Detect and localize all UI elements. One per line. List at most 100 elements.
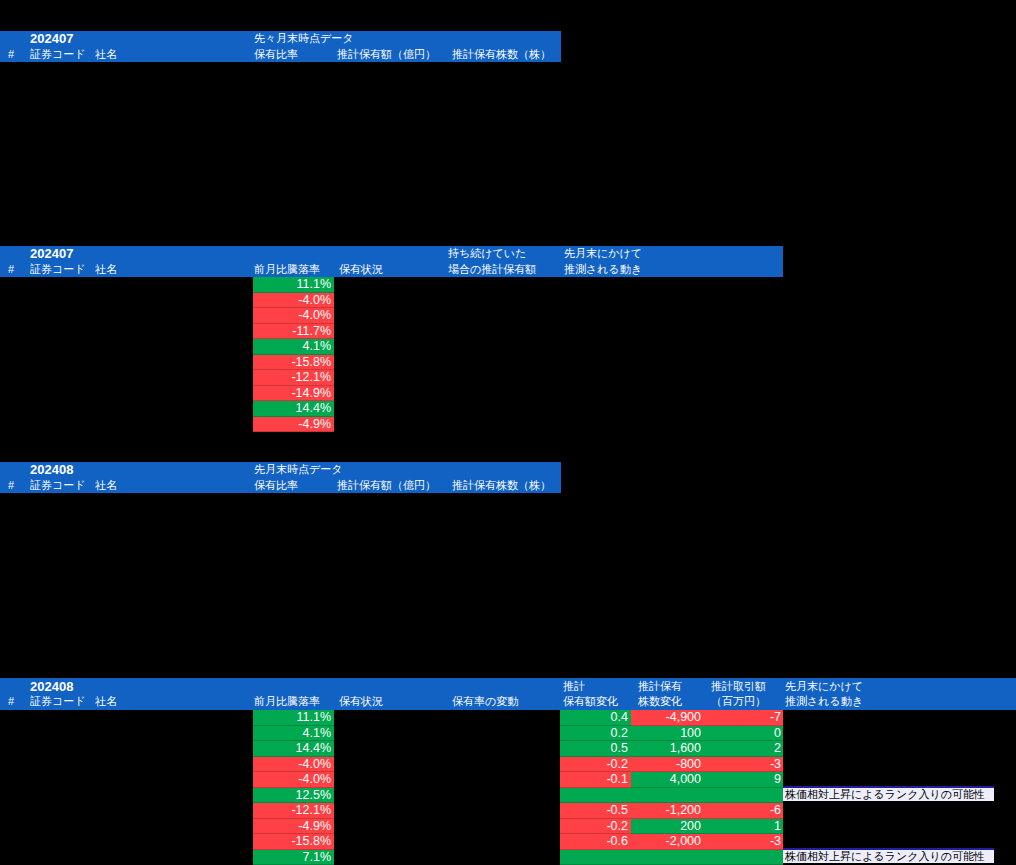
col-header-ratio: 保有比率 (254, 47, 298, 63)
holding-shares-change-cell[interactable]: -2,000 (631, 834, 707, 850)
holding-amount-change-cell[interactable]: -0.2 (560, 819, 631, 835)
col-header-amount: 推計保有額（億円） (337, 47, 436, 63)
change-rate-cell[interactable]: 12.5% (253, 788, 334, 804)
change-rate-cell[interactable]: -15.8% (253, 355, 334, 371)
trade-value-cell[interactable]: -3 (707, 834, 783, 850)
change-rate-cell[interactable]: -4.9% (253, 417, 334, 433)
period-label: 202407 (30, 31, 73, 47)
col-header-name: 社名 (95, 262, 117, 278)
col-header-amount-line2: 保有額変化 (563, 694, 618, 710)
holding-amount-change-cell[interactable]: -0.1 (560, 772, 631, 788)
trade-value-cell[interactable] (707, 788, 783, 804)
holding-amount-change-cell[interactable]: 0.2 (560, 726, 631, 742)
col-header-ratio-change: 保有率の変動 (452, 694, 518, 710)
col-header-move-line1: 先月末にかけて (564, 246, 642, 262)
spreadsheet-report: 202407 先々月末時点データ # 証券コード 社名 保有比率 推計保有額（億… (0, 0, 1016, 865)
col-header-num: # (8, 694, 14, 710)
change-rate-cell[interactable]: -4.0% (253, 757, 334, 773)
change-rate-cell[interactable]: -4.0% (253, 308, 334, 324)
change-rate-cell[interactable]: 4.1% (253, 339, 334, 355)
holding-amount-change-cell[interactable]: 0.5 (560, 741, 631, 757)
table-202408-change-header: 202408 推計 推計保有 推計取引額 先月末にかけて # 証券コード 社名 … (0, 678, 1016, 710)
change-rate-cell[interactable]: -15.8% (253, 834, 334, 850)
col-header-ratio: 保有比率 (254, 478, 298, 494)
snapshot-subtitle: 先々月末時点データ (254, 31, 354, 47)
col-header-hold-line2: 場合の推計保有額 (448, 262, 536, 278)
holding-shares-change-cell[interactable]: 200 (631, 819, 707, 835)
col-header-code: 証券コード (30, 694, 86, 710)
holding-shares-change-cell[interactable]: 100 (631, 726, 707, 742)
change-rate-cell[interactable]: 4.1% (253, 726, 334, 742)
period-label: 202408 (30, 679, 73, 695)
change-rate-cell[interactable]: 7.1% (253, 850, 334, 865)
trade-value-cell[interactable]: 9 (707, 772, 783, 788)
holding-amount-change-cell[interactable]: -0.2 (560, 757, 631, 773)
holding-shares-change-cell[interactable] (631, 850, 707, 865)
col-header-name: 社名 (95, 47, 117, 63)
holding-amount-change-cell[interactable]: -0.5 (560, 803, 631, 819)
col-header-change: 前月比騰落率 (254, 694, 320, 710)
holding-shares-change-cell[interactable] (631, 788, 707, 804)
col-header-name: 社名 (95, 478, 117, 494)
col-header-move-line2: 推測される動き (564, 262, 642, 278)
change-rate-cell[interactable]: 11.1% (253, 277, 334, 293)
col-header-shares-line1: 推計保有 (638, 679, 682, 695)
col-header-status: 保有状況 (339, 694, 383, 710)
holding-amount-change-cell[interactable] (560, 850, 631, 865)
change-rate-cell[interactable]: -12.1% (253, 803, 334, 819)
table-202407-snapshot-header: 202407 先々月末時点データ # 証券コード 社名 保有比率 推計保有額（億… (0, 31, 561, 62)
change-rate-cell[interactable]: -12.1% (253, 370, 334, 386)
col-header-change: 前月比騰落率 (254, 262, 320, 278)
col-header-shares-line2: 株数変化 (638, 694, 682, 710)
holding-shares-change-cell[interactable]: -800 (631, 757, 707, 773)
holding-shares-change-cell[interactable]: -4,900 (631, 710, 707, 726)
trade-value-cell[interactable] (707, 850, 783, 865)
col-header-shares: 推計保有株数（株） (452, 478, 551, 494)
period-label: 202408 (30, 462, 73, 478)
change-rate-cell[interactable]: -4.0% (253, 293, 334, 309)
holding-amount-change-cell[interactable] (560, 788, 631, 804)
change-rate-cell[interactable]: -14.9% (253, 386, 334, 402)
change-rate-cell[interactable]: -4.0% (253, 772, 334, 788)
holding-amount-change-cell[interactable]: 0.4 (560, 710, 631, 726)
trade-value-cell[interactable]: 0 (707, 726, 783, 742)
period-label: 202407 (30, 246, 73, 262)
col-header-trade-line2: （百万円） (711, 694, 766, 710)
col-header-hold-line1: 持ち続けていた (448, 246, 526, 262)
col-header-name: 社名 (95, 694, 117, 710)
change-rate-column-202408: 11.1%4.1%14.4%-4.0%-4.0%12.5%-12.1%-4.9%… (253, 710, 334, 865)
change-rate-cell[interactable]: 14.4% (253, 741, 334, 757)
col-header-trade-line1: 推計取引額 (711, 679, 766, 695)
trade-value-cell[interactable]: -7 (707, 710, 783, 726)
col-header-num: # (8, 262, 14, 278)
trade-value-cell[interactable]: -6 (707, 803, 783, 819)
holding-amount-change-cell[interactable]: -0.6 (560, 834, 631, 850)
col-header-shares: 推計保有株数（株） (452, 47, 551, 63)
col-header-num: # (8, 47, 14, 63)
trade-value-cell[interactable]: -3 (707, 757, 783, 773)
holding-shares-change-cell[interactable]: -1,200 (631, 803, 707, 819)
col-header-amount-line1: 推計 (563, 679, 585, 695)
holding-amount-change-column: 0.40.20.5-0.2-0.1-0.5-0.2-0.6 (560, 710, 631, 865)
change-rate-cell[interactable]: 11.1% (253, 710, 334, 726)
holding-shares-change-cell[interactable]: 4,000 (631, 772, 707, 788)
trade-value-cell[interactable]: 2 (707, 741, 783, 757)
col-header-status: 保有状況 (339, 262, 383, 278)
change-rate-cell[interactable]: -11.7% (253, 324, 334, 340)
change-rate-cell[interactable]: 14.4% (253, 401, 334, 417)
col-header-amount: 推計保有額（億円） (337, 478, 436, 494)
change-rate-cell[interactable]: -4.9% (253, 819, 334, 835)
col-header-code: 証券コード (30, 478, 86, 494)
col-header-code: 証券コード (30, 47, 86, 63)
col-header-move-line2: 推測される動き (785, 694, 863, 710)
table-202407-change-header: 202407 持ち続けていた 先月末にかけて # 証券コード 社名 前月比騰落率… (0, 246, 783, 277)
rank-in-possibility-note[interactable]: 株価相対上昇によるランク入りの可能性 (783, 786, 994, 802)
holding-shares-change-column: -4,9001001,600-8004,000 -1,200200-2,000 (631, 710, 707, 865)
col-header-code: 証券コード (30, 262, 86, 278)
snapshot-subtitle: 先月末時点データ (254, 462, 343, 478)
trade-value-column: -702-39-61-3 (707, 710, 783, 865)
rank-in-possibility-note[interactable]: 株価相対上昇によるランク入りの可能性 (783, 848, 994, 864)
trade-value-cell[interactable]: 1 (707, 819, 783, 835)
holding-shares-change-cell[interactable]: 1,600 (631, 741, 707, 757)
change-rate-column-202407: 11.1%-4.0%-4.0%-11.7%4.1%-15.8%-12.1%-14… (253, 277, 334, 432)
